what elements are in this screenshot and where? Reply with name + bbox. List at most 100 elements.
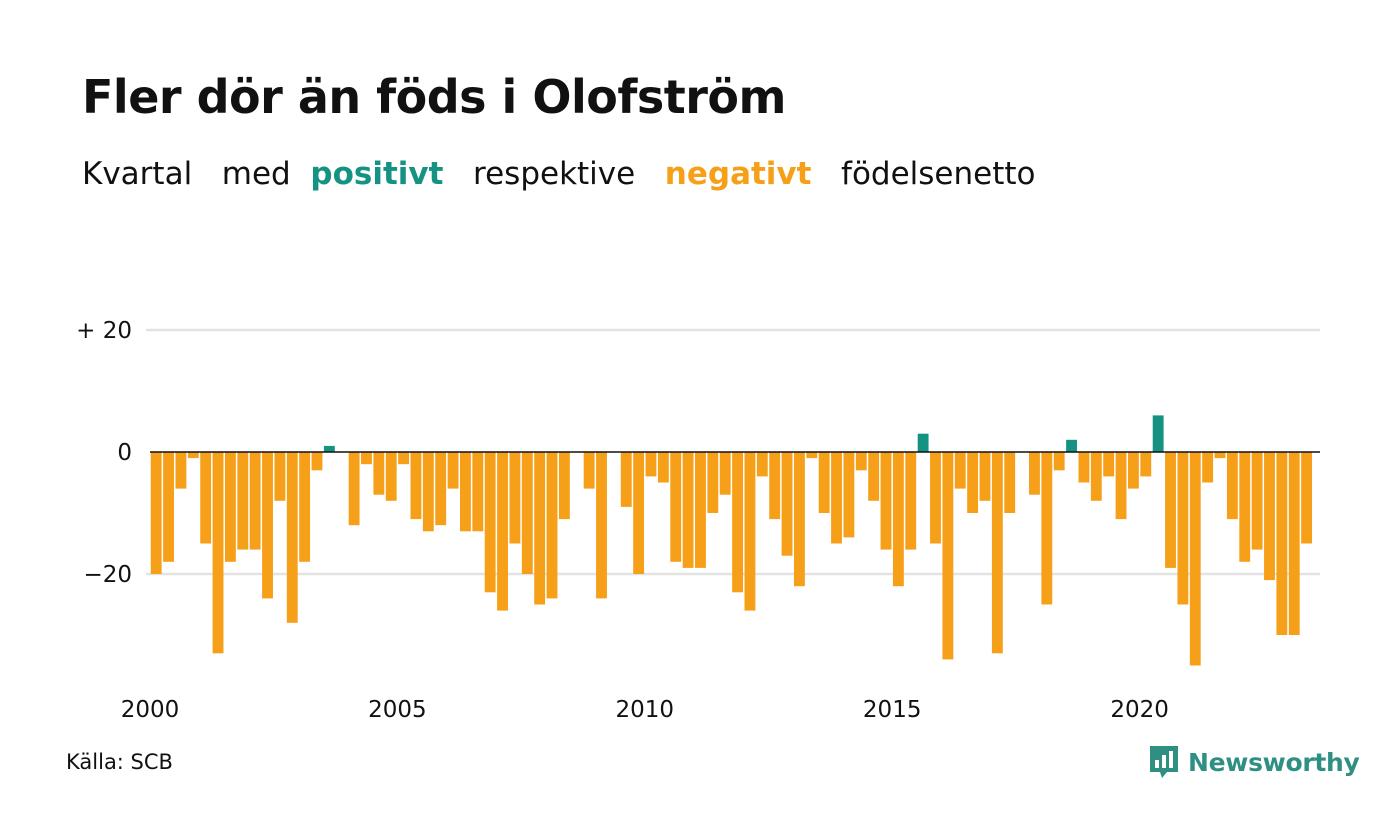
bar-negative (311, 452, 323, 471)
bar-negative (1276, 452, 1288, 635)
bar-negative (163, 452, 174, 562)
x-tick-label: 2015 (863, 697, 922, 723)
bar-negative (175, 452, 187, 489)
bars (150, 415, 1313, 666)
bar-negative (645, 452, 657, 477)
bar-negative (732, 452, 744, 593)
subtitle-med: med (221, 156, 291, 192)
bar-negative (1264, 452, 1275, 581)
bar-negative (1103, 452, 1115, 477)
bar-negative (967, 452, 979, 513)
subtitle-suffix: födelsenetto (841, 156, 1036, 192)
bar-negative (806, 452, 818, 459)
bar-negative (620, 452, 632, 507)
bar-negative (1214, 452, 1226, 459)
bar-negative (509, 452, 521, 544)
brand-name: Newsworthy (1188, 747, 1360, 777)
bar-negative (682, 452, 694, 568)
y-tick-label: −20 (83, 562, 132, 588)
y-tick-label: + 20 (76, 318, 132, 344)
bar-negative (1053, 452, 1065, 471)
bar-negative (447, 452, 459, 489)
bar-negative (348, 452, 360, 526)
bar-negative (1115, 452, 1127, 520)
bar-negative (744, 452, 756, 611)
bar-negative (781, 452, 793, 556)
bar-negative (237, 452, 249, 550)
chart-subtitle: Kvartal med positivt respektive negativt… (82, 156, 1036, 192)
y-tick-label: 0 (117, 440, 132, 466)
bar-negative (212, 452, 224, 654)
bar-negative (410, 452, 422, 520)
bar-negative (583, 452, 595, 489)
bar-negative (843, 452, 855, 538)
y-axis-ticks: + 20 0 −20 (76, 318, 132, 588)
bar-negative (1202, 452, 1214, 483)
bar-negative (905, 452, 917, 550)
bar-negative (892, 452, 904, 587)
bar-negative (460, 452, 471, 532)
x-axis-ticks: 2000 2005 2010 2015 2020 (121, 697, 1169, 723)
x-tick-label: 2010 (616, 697, 675, 723)
bar-negative (249, 452, 261, 550)
chart-title: Fler dör än föds i Olofström (82, 70, 786, 124)
bar-negative (633, 452, 645, 574)
bar-negative (1041, 452, 1053, 605)
bar-negative (831, 452, 842, 544)
bar-negative (558, 452, 570, 520)
bar-negative (361, 452, 372, 465)
bar-negative (930, 452, 941, 544)
bar-negative (422, 452, 434, 532)
bar-negative (1239, 452, 1251, 562)
bar-negative (1177, 452, 1189, 605)
source-note: Källa: SCB (66, 750, 173, 774)
bar-negative (756, 452, 768, 477)
bar-negative (1288, 452, 1300, 635)
bar-positive (1066, 439, 1077, 452)
bar-negative (274, 452, 286, 501)
bar-negative (991, 452, 1003, 654)
bar-negative (521, 452, 533, 574)
bar-negative (187, 452, 199, 459)
bar-chart-speech-bubble-icon (1150, 746, 1178, 778)
bar-negative (398, 452, 410, 465)
bar-negative (818, 452, 830, 513)
bar-negative (286, 452, 298, 623)
subtitle-positive-word: positivt (310, 156, 444, 192)
bar-negative (769, 452, 781, 520)
bar-negative (150, 452, 162, 574)
bar-negative (695, 452, 706, 568)
bar-negative (1029, 452, 1040, 495)
bar-negative (1226, 452, 1238, 520)
bar-negative (224, 452, 236, 562)
bar-negative (1301, 452, 1313, 544)
bar-negative (1140, 452, 1152, 477)
bar-negative (534, 452, 546, 605)
subtitle-negative-word: negativt (664, 156, 812, 192)
bar-negative (546, 452, 558, 599)
bar-negative (1090, 452, 1102, 501)
x-tick-label: 2000 (121, 697, 180, 723)
subtitle-prefix: Kvartal (82, 156, 193, 192)
subtitle-middle: respektive (473, 156, 636, 192)
bar-negative (657, 452, 669, 483)
bar-negative (707, 452, 719, 513)
bar-negative (435, 452, 447, 526)
bar-positive (917, 433, 929, 452)
x-tick-label: 2005 (368, 697, 427, 723)
bar-negative (793, 452, 805, 587)
bar-negative (472, 452, 484, 532)
bar-negative (262, 452, 273, 599)
brand-logo: Newsworthy (1148, 744, 1360, 780)
bar-negative (1251, 452, 1263, 550)
bar-negative (497, 452, 508, 611)
bar-negative (1078, 452, 1090, 483)
bar-negative (880, 452, 892, 550)
bar-negative (942, 452, 954, 660)
x-tick-label: 2020 (1110, 697, 1169, 723)
bar-negative (954, 452, 966, 489)
bar-negative (299, 452, 311, 562)
bar-negative (855, 452, 867, 471)
bar-negative (1165, 452, 1176, 568)
